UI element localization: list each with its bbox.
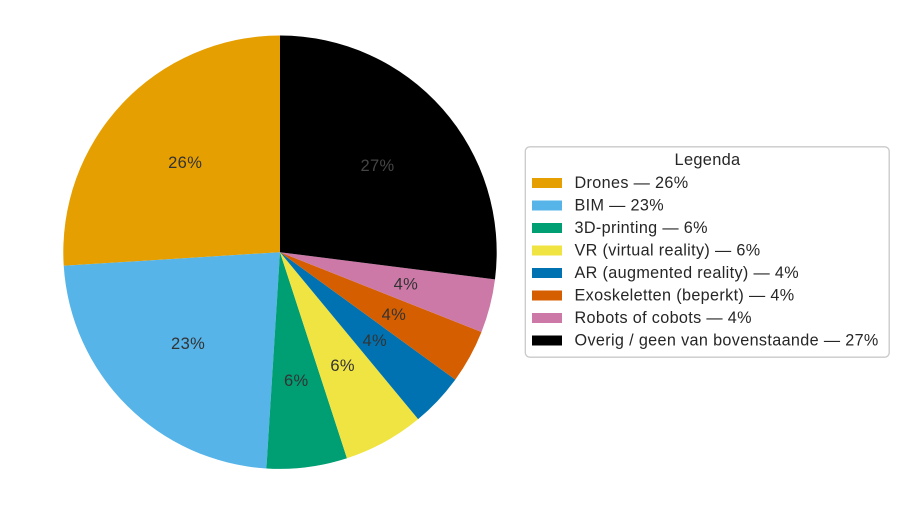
svg-text:6%: 6%	[284, 372, 309, 390]
svg-text:Robots of cobots — 4%: Robots of cobots — 4%	[575, 309, 752, 327]
svg-text:BIM — 23%: BIM — 23%	[575, 197, 665, 215]
svg-text:6%: 6%	[330, 357, 355, 375]
svg-text:27%: 27%	[360, 157, 394, 175]
svg-text:Drones — 26%: Drones — 26%	[575, 174, 689, 192]
svg-text:AR (augmented reality) — 4%: AR (augmented reality) — 4%	[575, 264, 799, 282]
svg-text:Overig / geen van bovenstaande: Overig / geen van bovenstaande — 27%	[575, 332, 879, 350]
svg-text:4%: 4%	[363, 332, 388, 350]
svg-text:VR (virtual reality) — 6%: VR (virtual reality) — 6%	[575, 242, 761, 260]
svg-text:4%: 4%	[382, 306, 407, 324]
svg-text:Legenda: Legenda	[675, 151, 741, 169]
svg-text:23%: 23%	[171, 335, 205, 353]
svg-text:Exoskeletten (beperkt) — 4%: Exoskeletten (beperkt) — 4%	[575, 287, 795, 305]
svg-text:4%: 4%	[394, 276, 419, 294]
svg-text:26%: 26%	[168, 154, 202, 172]
svg-text:3D-printing — 6%: 3D-printing — 6%	[575, 219, 708, 237]
